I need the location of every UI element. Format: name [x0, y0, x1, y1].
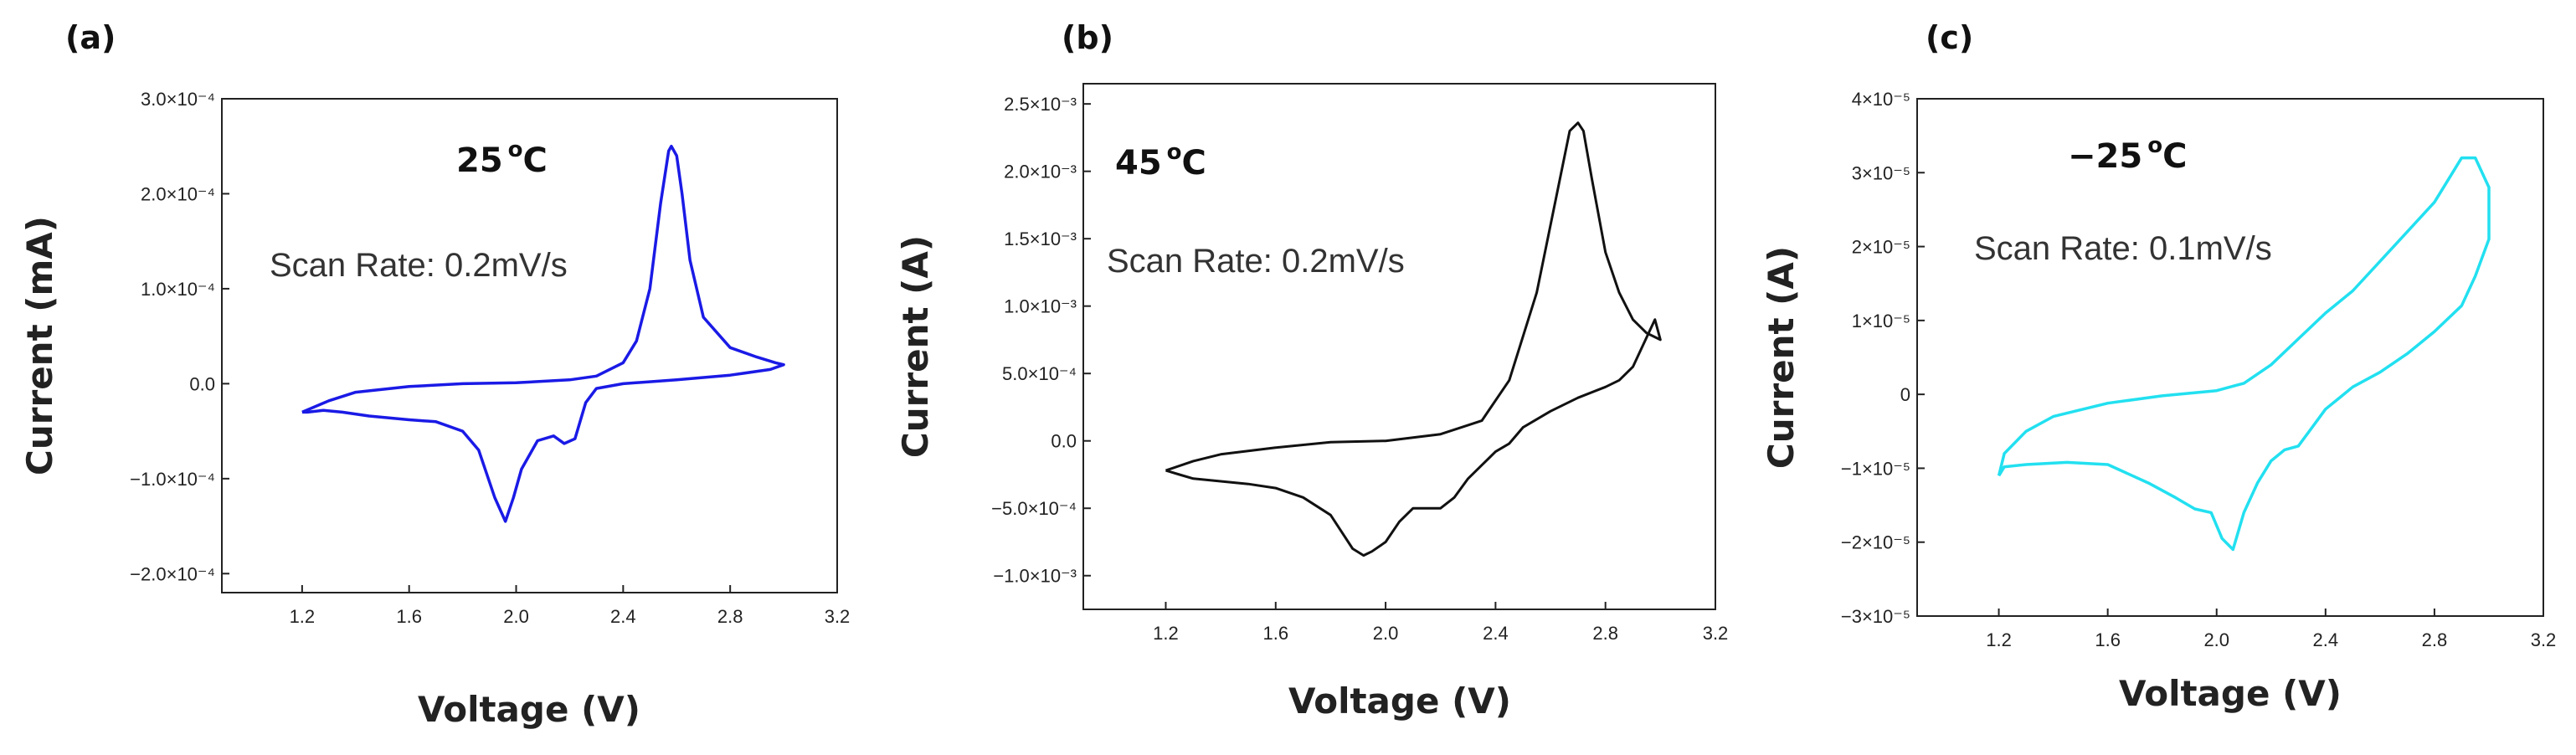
panel-b: (b) −1.0×10⁻³ −5.0×10⁻⁴ 0.0 5.0×10⁻⁴ 1.0×10⁻… — [895, 19, 1728, 722]
panel-b-x-tick-label: 1.6 — [1262, 623, 1288, 644]
panel-b-y-ticks: −1.0×10⁻³ −5.0×10⁻⁴ 0.0 5.0×10⁻⁴ 1.0×10⁻³ 1.5… — [991, 94, 1091, 587]
panel-b-x-tick-label: 1.2 — [1153, 623, 1179, 644]
panel-c-y-axis-label: Current (A) — [1761, 246, 1802, 469]
panel-c-y-tick-label: −2×10⁻⁵ — [1841, 532, 1910, 553]
panel-a-label: (a) — [65, 19, 116, 56]
panel-b-y-axis-label: Current (A) — [895, 235, 936, 458]
panel-b-label: (b) — [1062, 19, 1113, 56]
panel-b-y-tick-label: 2.5×10⁻³ — [1004, 94, 1077, 115]
panel-a-x-axis-label: Voltage (V) — [418, 689, 640, 730]
panel-b-x-tick-label: 2.4 — [1483, 623, 1509, 644]
panel-a-plot-frame — [221, 98, 838, 593]
panel-a-scan-rate: Scan Rate: 0.2mV/s — [270, 247, 568, 284]
panel-c-y-tick-label: −1×10⁻⁵ — [1841, 458, 1910, 479]
panel-b-y-tick-label: 0.0 — [1051, 431, 1077, 452]
panel-a-x-tick-label: 1.2 — [290, 606, 316, 627]
panel-c-x-tick-label: 1.6 — [2095, 629, 2121, 650]
panel-b-x-axis-label: Voltage (V) — [1288, 681, 1511, 722]
panel-b-x-ticks: 1.2 1.6 2.0 2.4 2.8 3.2 — [1153, 602, 1728, 644]
panel-c-x-tick-label: 2.4 — [2313, 629, 2339, 650]
panel-b-scan-rate: Scan Rate: 0.2mV/s — [1107, 243, 1405, 280]
panel-c-y-tick-label: 2×10⁻⁵ — [1852, 237, 1910, 258]
panel-b-y-tick-label: −5.0×10⁻⁴ — [991, 498, 1077, 519]
panel-a-temperature-label: 25 oC — [456, 137, 548, 180]
panel-b-x-tick-label: 2.0 — [1373, 623, 1399, 644]
panel-a-y-tick-label: 3.0×10⁻⁴ — [141, 89, 215, 110]
panel-c-temperature-label: −25 oC — [2068, 133, 2187, 176]
panel-b-y-tick-label: 1.5×10⁻³ — [1004, 229, 1077, 249]
panel-b-y-tick-label: 5.0×10⁻⁴ — [1002, 363, 1077, 384]
panel-a-x-tick-label: 2.0 — [503, 606, 529, 627]
panel-b-y-tick-label: 1.0×10⁻³ — [1004, 296, 1077, 317]
panel-a-x-tick-label: 3.2 — [825, 606, 851, 627]
panel-c-y-tick-label: 3×10⁻⁵ — [1852, 162, 1910, 183]
panel-b-x-tick-label: 2.8 — [1592, 623, 1618, 644]
panel-a-x-ticks: 1.2 1.6 2.0 2.4 2.8 3.2 — [290, 585, 851, 627]
panel-c-scan-rate: Scan Rate: 0.1mV/s — [1974, 230, 2272, 267]
panel-c-plot-frame — [1916, 98, 2544, 617]
panel-a-x-tick-label: 2.4 — [610, 606, 636, 627]
panel-c-x-tick-label: 1.2 — [1986, 629, 2012, 650]
panel-c-cv-curve — [1997, 156, 2491, 552]
panel-b-y-tick-label: −1.0×10⁻³ — [993, 566, 1077, 587]
panel-a-cv-curve — [301, 144, 785, 523]
panel-a-x-tick-label: 2.8 — [717, 606, 743, 627]
panel-a-y-tick-label: 1.0×10⁻⁴ — [141, 279, 215, 300]
panel-a: (a) −2.0×10⁻⁴ −1.0×10⁻⁴ 0.0 1.0×10⁻⁴ 2.0×10⁻… — [19, 19, 850, 730]
panel-b-cv-curve — [1165, 121, 1662, 557]
panel-b-temperature-label: 45 oC — [1115, 140, 1206, 182]
panel-a-y-ticks: −2.0×10⁻⁴ −1.0×10⁻⁴ 0.0 1.0×10⁻⁴ 2.0×10⁻⁴ 3.0… — [130, 89, 229, 584]
panel-c-y-tick-label: 1×10⁻⁵ — [1852, 311, 1910, 331]
panel-c-label: (c) — [1926, 19, 1973, 56]
panel-c-x-tick-label: 2.8 — [2422, 629, 2448, 650]
panel-a-y-axis-label: Current (mA) — [19, 216, 60, 475]
panel-c-x-ticks: 1.2 1.6 2.0 2.4 2.8 3.2 — [1986, 609, 2556, 650]
panel-c-y-tick-label: 4×10⁻⁵ — [1852, 89, 1910, 110]
panel-a-y-tick-label: 0.0 — [189, 373, 215, 394]
panel-a-x-tick-label: 1.6 — [396, 606, 422, 627]
panel-b-x-tick-label: 3.2 — [1703, 623, 1729, 644]
panel-c-y-ticks: −3×10⁻⁵ −2×10⁻⁵ −1×10⁻⁵ 0 1×10⁻⁵ 2×10⁻⁵ 3×10⁻⁵… — [1841, 89, 1925, 627]
panel-b-plot-frame — [1082, 83, 1716, 610]
panel-c-y-tick-label: 0 — [1900, 384, 1910, 405]
panel-a-y-tick-label: 2.0×10⁻⁴ — [141, 183, 215, 204]
panel-c: (c) −3×10⁻⁵ −2×10⁻⁵ −1×10⁻⁵ 0 1×10⁻⁵ 2×10⁻⁵ 3×… — [1761, 19, 2556, 714]
panel-c-x-tick-label: 2.0 — [2203, 629, 2229, 650]
panel-b-y-tick-label: 2.0×10⁻³ — [1004, 162, 1077, 182]
panel-c-y-tick-label: −3×10⁻⁵ — [1841, 606, 1910, 627]
panel-c-x-axis-label: Voltage (V) — [2119, 673, 2342, 714]
panel-c-x-tick-label: 3.2 — [2531, 629, 2557, 650]
panel-a-y-tick-label: −1.0×10⁻⁴ — [130, 469, 215, 490]
panel-a-y-tick-label: −2.0×10⁻⁴ — [130, 563, 215, 584]
